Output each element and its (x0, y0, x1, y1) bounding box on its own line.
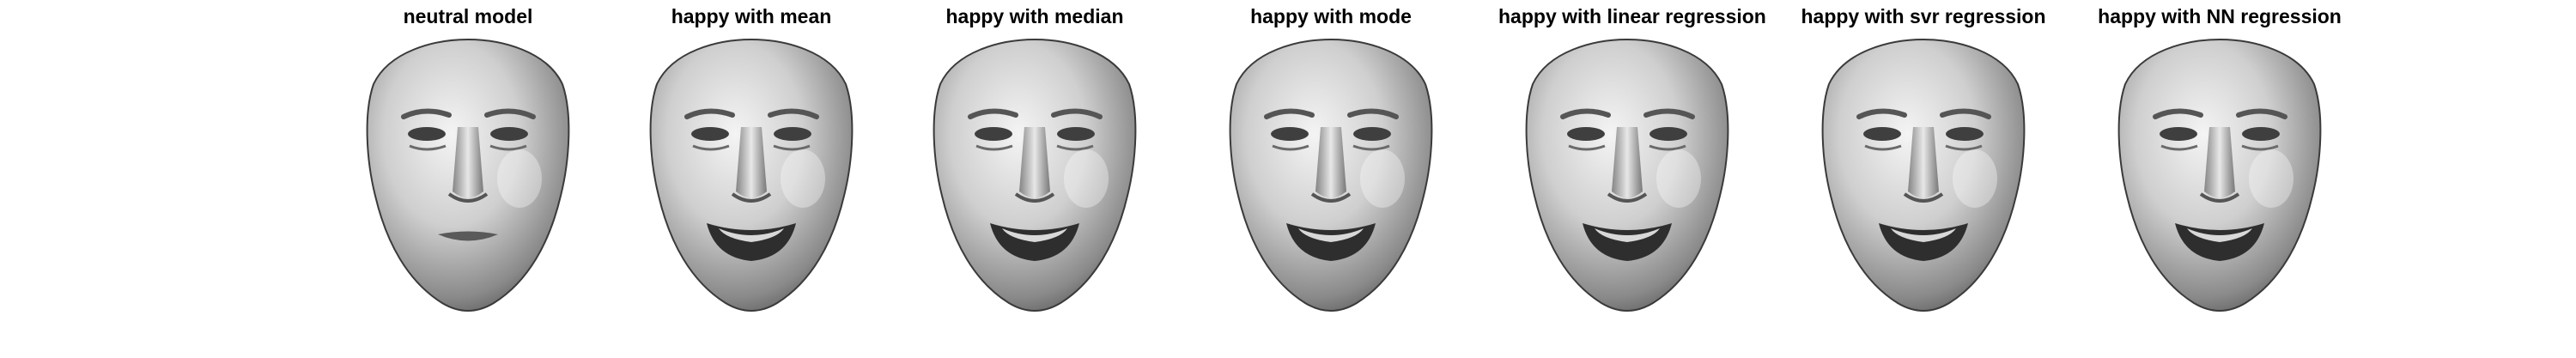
teeth (2187, 228, 2252, 242)
face-render (933, 38, 1137, 312)
nostrils (447, 192, 489, 203)
left-eye (408, 127, 446, 141)
right-brow (1347, 108, 1399, 119)
cheek-highlight (781, 149, 825, 208)
right-lid (1649, 144, 1686, 151)
nostrils (731, 192, 772, 203)
cheek-highlight (1953, 149, 1997, 208)
right-brow (768, 108, 819, 119)
cheek-highlight (2249, 149, 2293, 208)
right-lid (1056, 144, 1094, 151)
nostrils (1607, 192, 1648, 203)
right-eye (490, 127, 528, 141)
right-brow (1643, 108, 1695, 119)
left-lid (1864, 144, 1902, 151)
right-lid (489, 144, 527, 151)
panel-title: happy with NN regression (2098, 5, 2342, 27)
teeth (1298, 228, 1364, 242)
nose (1612, 127, 1643, 198)
face-panel: happy with mode (1202, 0, 1460, 358)
nostrils (1310, 192, 1352, 203)
nose (1315, 127, 1346, 198)
face-panel: happy with median (906, 0, 1163, 358)
left-eye (1271, 127, 1309, 141)
right-brow (1051, 108, 1103, 119)
face-render (1229, 38, 1433, 312)
panel-title: happy with mean (671, 5, 832, 27)
left-brow (1560, 108, 1611, 119)
teeth (719, 228, 784, 242)
nose (453, 127, 483, 198)
left-lid (2160, 144, 2198, 151)
left-brow (684, 108, 735, 119)
teeth (1002, 228, 1067, 242)
cheek-highlight (1656, 149, 1701, 208)
face-panel: happy with linear regression (1498, 0, 1766, 358)
left-eye (1567, 127, 1605, 141)
right-eye (1946, 127, 1984, 141)
nose (1908, 127, 1939, 198)
left-lid (1568, 144, 1606, 151)
right-lid (2241, 144, 2279, 151)
right-eye (1057, 127, 1095, 141)
panel-title: happy with svr regression (1801, 5, 2046, 27)
panel-title: neutral model (403, 5, 533, 27)
left-brow (1264, 108, 1315, 119)
right-brow (484, 108, 536, 119)
cheek-highlight (497, 149, 542, 208)
left-eye (691, 127, 729, 141)
nostrils (2199, 192, 2240, 203)
right-lid (1945, 144, 1983, 151)
left-lid (409, 144, 447, 151)
teeth (1595, 228, 1660, 242)
right-eye (1649, 127, 1687, 141)
right-eye (1353, 127, 1391, 141)
panel-title: happy with linear regression (1498, 5, 1766, 27)
nose (736, 127, 767, 198)
left-lid (692, 144, 730, 151)
right-eye (2242, 127, 2280, 141)
right-eye (774, 127, 811, 141)
left-brow (2153, 108, 2203, 119)
nose (2204, 127, 2235, 198)
left-eye (1863, 127, 1901, 141)
right-brow (1940, 108, 1991, 119)
cheek-highlight (1360, 149, 1405, 208)
face-panel: happy with NN regression (2091, 0, 2348, 358)
face-render (366, 38, 570, 312)
left-brow (968, 108, 1018, 119)
left-lid (975, 144, 1013, 151)
cheek-highlight (1064, 149, 1109, 208)
panel-title: happy with mode (1250, 5, 1412, 27)
left-brow (1856, 108, 1907, 119)
face-render (2117, 38, 2322, 312)
left-eye (975, 127, 1012, 141)
face-render (649, 38, 854, 312)
face-panel: happy with svr regression (1795, 0, 2052, 358)
right-lid (773, 144, 811, 151)
left-eye (2160, 127, 2197, 141)
left-lid (1272, 144, 1309, 151)
face-panel: happy with mean (623, 0, 880, 358)
nostrils (1903, 192, 1944, 203)
face-panel: neutral model (339, 0, 597, 358)
right-brow (2236, 108, 2287, 119)
mouth (438, 231, 498, 241)
face-render (1821, 38, 2026, 312)
teeth (1891, 228, 1956, 242)
nose (1019, 127, 1050, 198)
left-brow (401, 108, 452, 119)
face-render (1525, 38, 1729, 312)
panel-title: happy with median (945, 5, 1124, 27)
nostrils (1014, 192, 1055, 203)
right-lid (1352, 144, 1390, 151)
